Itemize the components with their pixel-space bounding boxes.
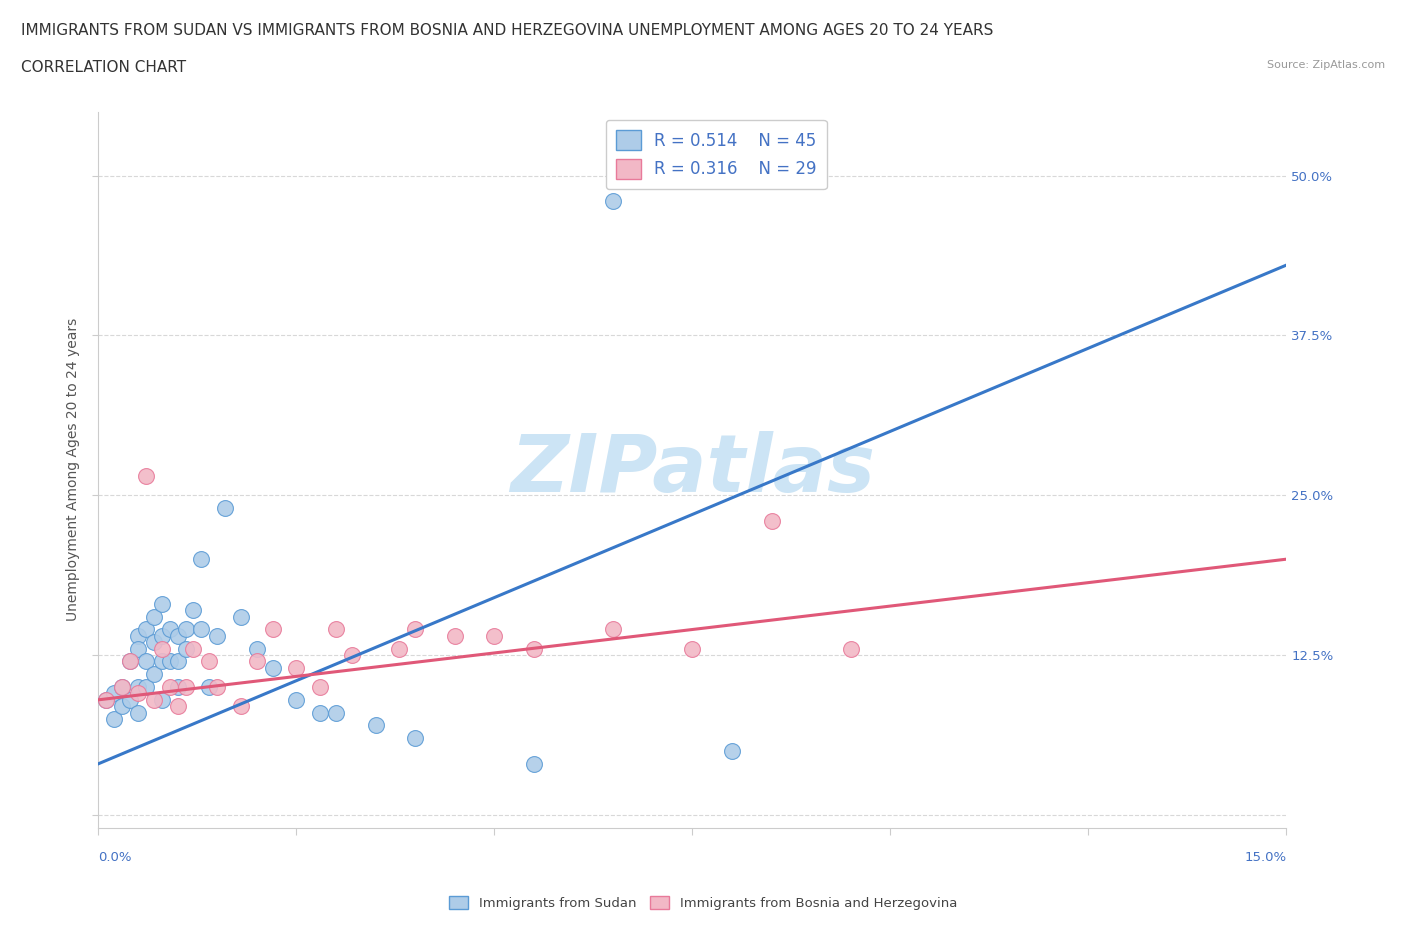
Point	[214, 500, 236, 515]
Point	[150, 692, 173, 708]
Point	[135, 469, 157, 484]
Point	[404, 731, 426, 746]
Point	[207, 629, 229, 644]
Point	[190, 622, 212, 637]
Point	[229, 698, 252, 713]
Point	[262, 660, 284, 675]
Point	[120, 692, 142, 708]
Text: IMMIGRANTS FROM SUDAN VS IMMIGRANTS FROM BOSNIA AND HERZEGOVINA UNEMPLOYMENT AMO: IMMIGRANTS FROM SUDAN VS IMMIGRANTS FROM…	[21, 23, 994, 38]
Point	[127, 705, 149, 720]
Point	[120, 654, 142, 669]
Point	[135, 622, 157, 637]
Y-axis label: Unemployment Among Ages 20 to 24 years: Unemployment Among Ages 20 to 24 years	[66, 318, 80, 621]
Point	[159, 680, 181, 695]
Point	[103, 686, 125, 701]
Point	[198, 680, 221, 695]
Point	[325, 622, 347, 637]
Point	[174, 642, 197, 657]
Legend: R = 0.514    N = 45, R = 0.316    N = 29: R = 0.514 N = 45, R = 0.316 N = 29	[606, 120, 827, 189]
Point	[721, 744, 744, 759]
Point	[111, 680, 134, 695]
Point	[142, 609, 165, 624]
Point	[150, 642, 173, 657]
Point	[325, 705, 347, 720]
Point	[111, 698, 134, 713]
Text: 15.0%: 15.0%	[1244, 851, 1286, 864]
Point	[150, 629, 173, 644]
Point	[190, 551, 212, 566]
Point	[135, 680, 157, 695]
Point	[285, 660, 308, 675]
Point	[523, 642, 546, 657]
Point	[246, 642, 269, 657]
Point	[839, 642, 862, 657]
Point	[135, 654, 157, 669]
Legend: Immigrants from Sudan, Immigrants from Bosnia and Herzegovina: Immigrants from Sudan, Immigrants from B…	[444, 892, 962, 914]
Text: 0.0%: 0.0%	[98, 851, 132, 864]
Point	[142, 635, 165, 650]
Point	[285, 692, 308, 708]
Point	[127, 686, 149, 701]
Point	[103, 711, 125, 726]
Point	[166, 680, 188, 695]
Text: Source: ZipAtlas.com: Source: ZipAtlas.com	[1267, 60, 1385, 71]
Point	[120, 654, 142, 669]
Point	[150, 596, 173, 611]
Point	[127, 642, 149, 657]
Point	[174, 622, 197, 637]
Point	[309, 680, 332, 695]
Point	[150, 654, 173, 669]
Point	[198, 654, 221, 669]
Point	[111, 680, 134, 695]
Point	[484, 629, 506, 644]
Point	[207, 680, 229, 695]
Point	[183, 642, 205, 657]
Point	[309, 705, 332, 720]
Point	[166, 654, 188, 669]
Text: CORRELATION CHART: CORRELATION CHART	[21, 60, 186, 75]
Point	[127, 680, 149, 695]
Point	[174, 680, 197, 695]
Point	[682, 642, 704, 657]
Point	[183, 603, 205, 618]
Point	[229, 609, 252, 624]
Point	[602, 193, 624, 208]
Point	[142, 692, 165, 708]
Point	[142, 667, 165, 682]
Point	[159, 654, 181, 669]
Point	[166, 698, 188, 713]
Point	[127, 629, 149, 644]
Point	[388, 642, 411, 657]
Text: ZIPatlas: ZIPatlas	[510, 431, 875, 509]
Point	[523, 756, 546, 771]
Point	[159, 622, 181, 637]
Point	[166, 629, 188, 644]
Point	[364, 718, 387, 733]
Point	[444, 629, 467, 644]
Point	[602, 622, 624, 637]
Point	[246, 654, 269, 669]
Point	[96, 692, 118, 708]
Point	[340, 647, 363, 662]
Point	[262, 622, 284, 637]
Point	[761, 513, 783, 528]
Point	[96, 692, 118, 708]
Point	[404, 622, 426, 637]
